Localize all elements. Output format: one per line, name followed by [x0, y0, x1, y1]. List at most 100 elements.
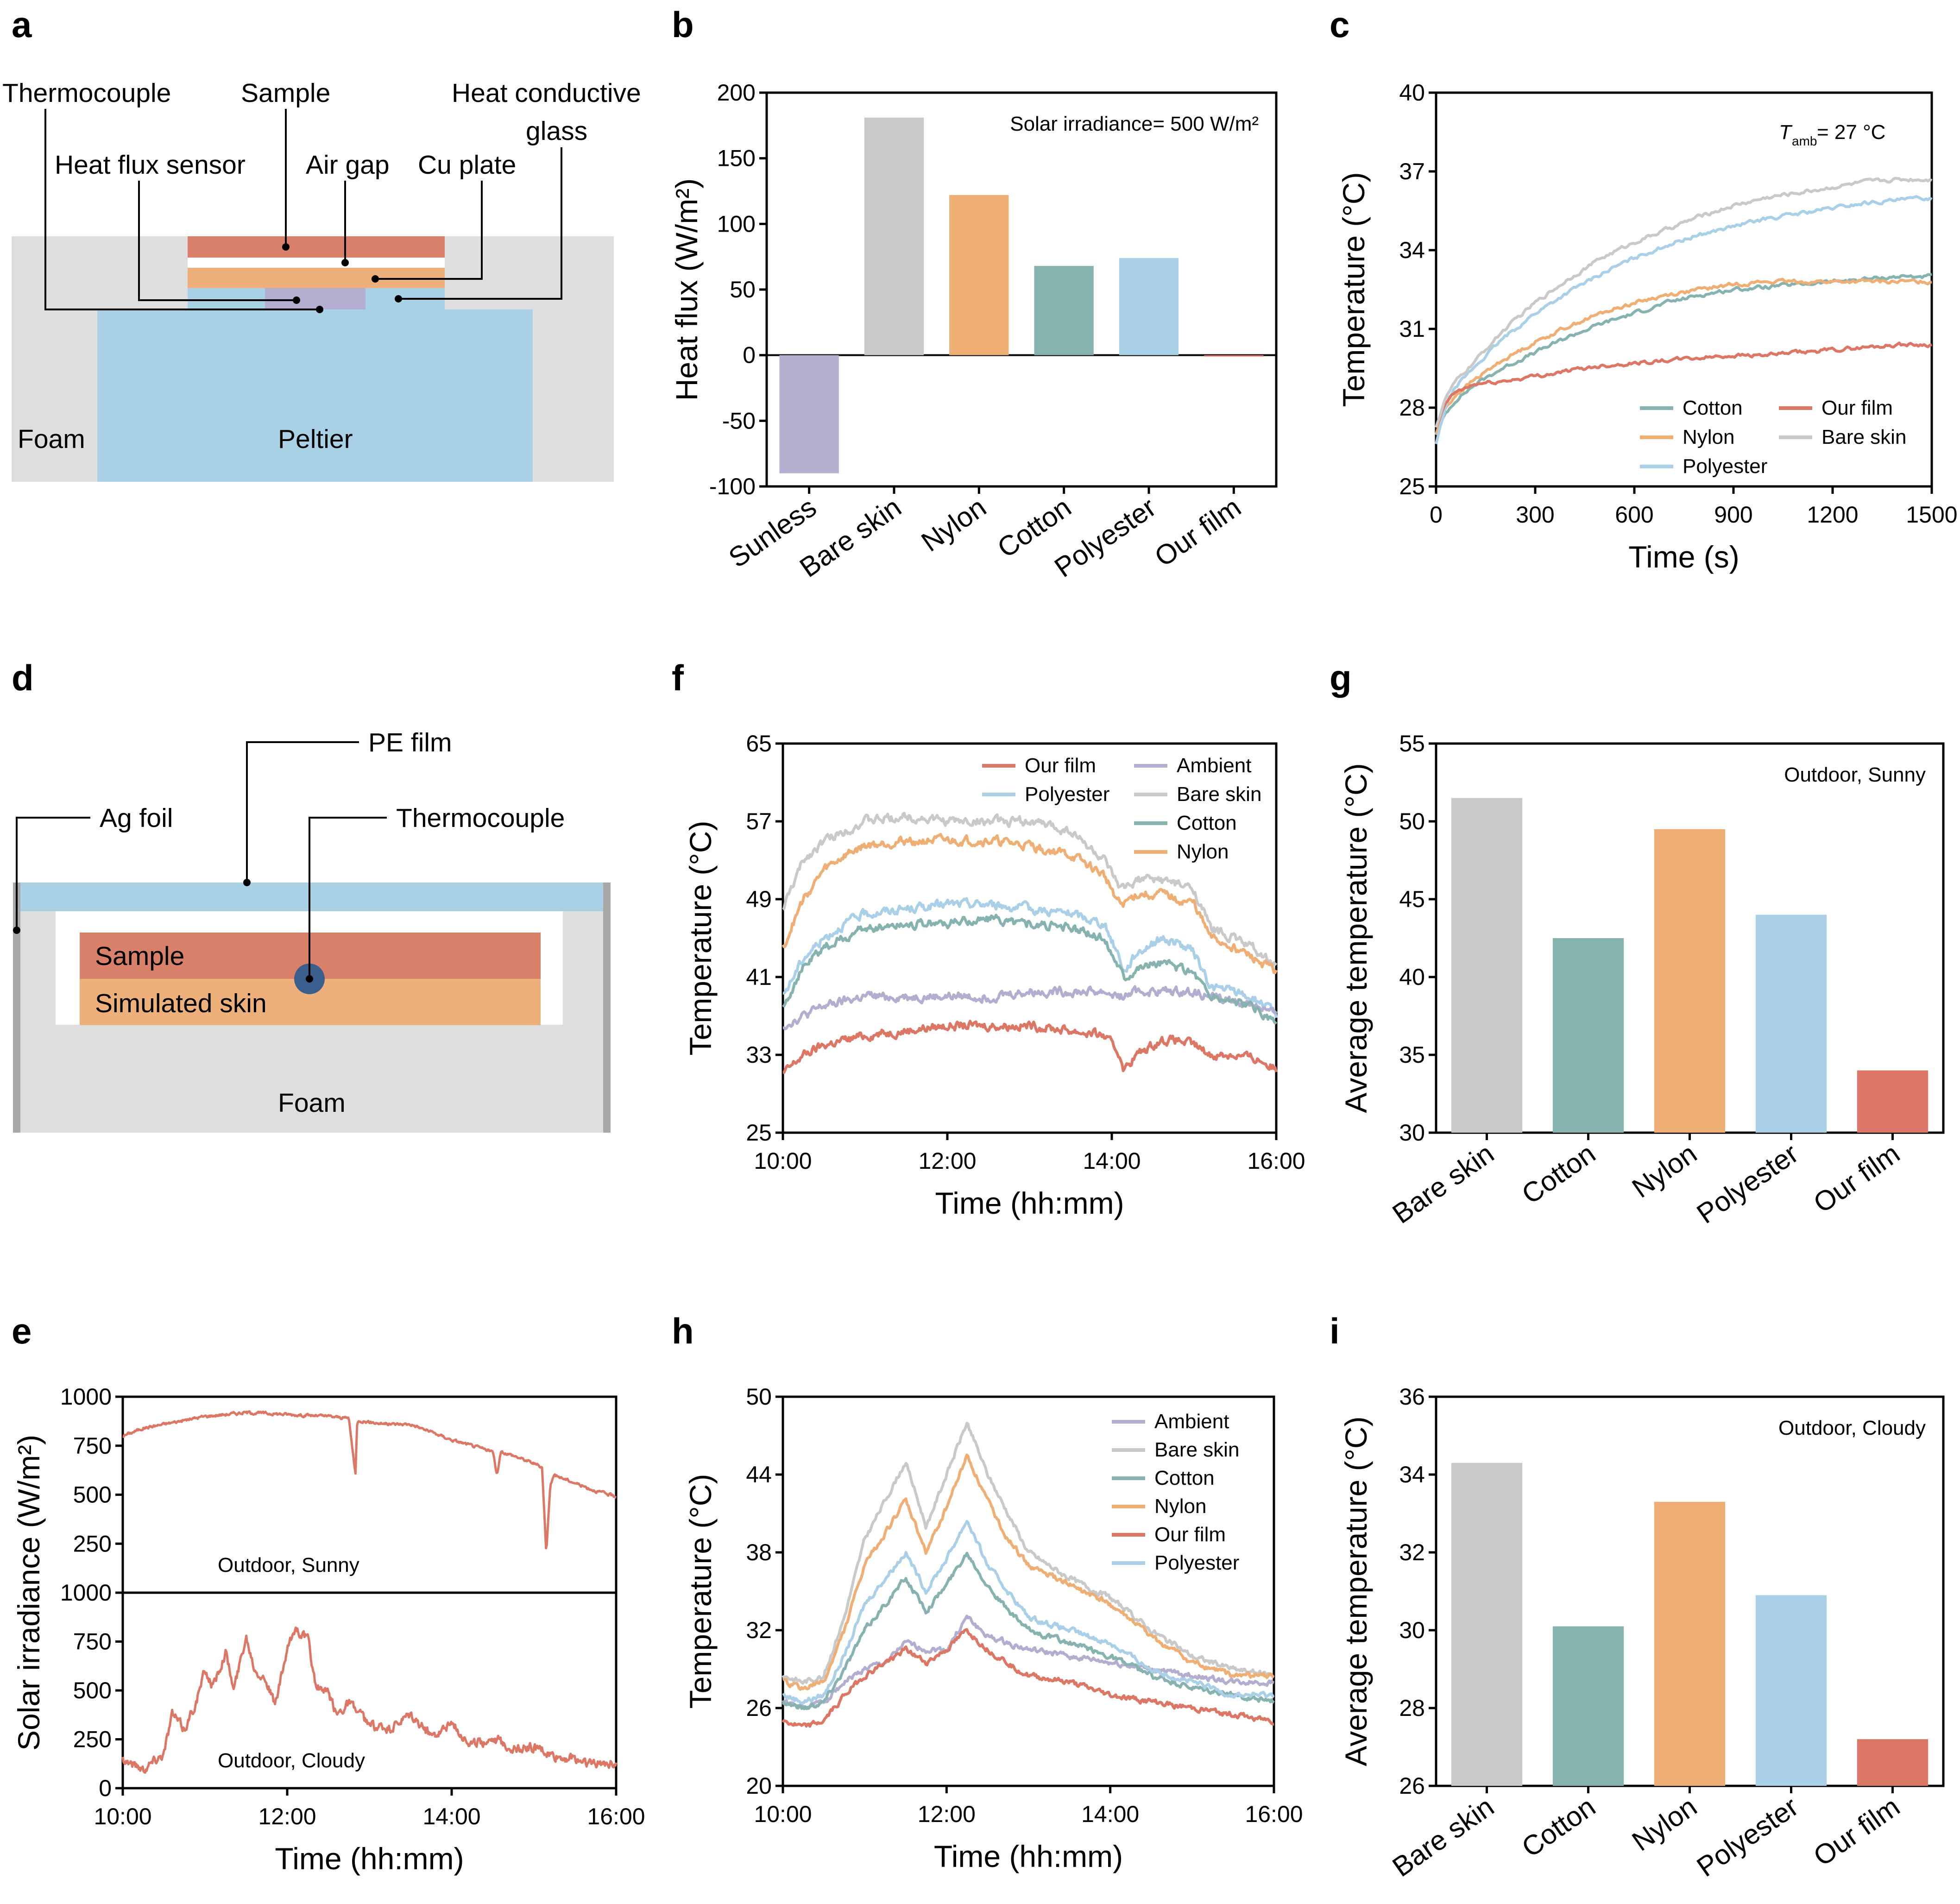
d-label-foam: Foam: [278, 1088, 346, 1118]
a-air-gap: [188, 258, 445, 268]
panel-c-legend-label: Bare skin: [1821, 426, 1906, 448]
panel-b-ylabel: Heat flux (W/m²): [669, 178, 704, 401]
panel-h-legend-label: Bare skin: [1154, 1438, 1239, 1461]
panel-c-xtick-label: 1500: [1906, 502, 1957, 528]
panel-b-plot-frame: [765, 91, 1278, 488]
panel-f-ytick-label: 33: [746, 1042, 772, 1068]
panel-h-series-cotton: [781, 1551, 1275, 1710]
panel-i-ytick-label: 36: [1399, 1384, 1425, 1410]
panel-c-annotation-symbol: T: [1779, 121, 1793, 144]
panel-c-series-nylon: [1435, 277, 1932, 435]
a-sample: [188, 236, 445, 258]
panel-e-ytick-label: 750: [73, 1433, 112, 1459]
panel-c-legend-label: Polyester: [1683, 455, 1767, 478]
a-label-foam: Foam: [18, 424, 85, 454]
panel-h-xtick-label: 14:00: [1081, 1801, 1139, 1827]
d-leader-dots: [13, 879, 313, 983]
panel-f-xtick-label: 14:00: [1083, 1148, 1141, 1174]
panel-label-g: g: [1330, 657, 1352, 698]
panel-h-cloudy-temperature-chart: 20 26 32 38 44 50 Temperature (°C) 10:00 12:00 14…: [683, 1384, 1303, 1873]
panel-b-bar-cotton: [1034, 266, 1094, 355]
a-leader-dots: [282, 243, 402, 313]
panel-c-xtick-label: 1200: [1807, 502, 1858, 528]
panel-i-bar-bare-skin: [1451, 1463, 1523, 1786]
d-pe-film: [20, 883, 603, 911]
panel-c-xtick-label: 0: [1430, 502, 1443, 528]
panel-label-d: d: [12, 657, 34, 698]
panel-h-series-our-film: [781, 1628, 1274, 1728]
panel-f-ytick-label: 57: [746, 808, 772, 834]
panel-e-ytick-label: 0: [99, 1775, 112, 1801]
d-label-simulated-skin: Simulated skin: [95, 989, 267, 1018]
panel-g-ytick-label: 35: [1399, 1042, 1425, 1068]
panel-g-xtick-label: Bare skin: [1387, 1138, 1500, 1229]
panel-g-bar-our-film: [1857, 1070, 1928, 1133]
panel-c-legend-label: Cotton: [1683, 397, 1743, 419]
panel-c-series-cotton: [1435, 272, 1932, 435]
panel-e-subplot-frame: [121, 1395, 618, 1594]
panel-e-xtick-label: 16:00: [587, 1803, 645, 1829]
panel-b-bar-sunless: [779, 355, 839, 473]
panel-g-ylabel: Average temperature (°C): [1339, 763, 1373, 1113]
panel-c-legend-label: Our film: [1821, 397, 1893, 419]
panel-c-ytick-label: 31: [1399, 316, 1425, 342]
panel-c-xtick-label: 600: [1615, 502, 1653, 528]
panel-i-bar-nylon: [1654, 1501, 1726, 1786]
a-label-thermocouple: Thermocouple: [2, 78, 171, 108]
panel-i-xtick-label: Bare skin: [1387, 1791, 1500, 1883]
panel-f-ytick-label: 49: [746, 886, 772, 912]
panel-b-bar-polyester: [1119, 258, 1179, 355]
panel-h-ytick-label: 32: [746, 1617, 772, 1643]
panel-b-ytick-label: -100: [709, 473, 756, 499]
panel-c-plot-frame: [1435, 91, 1933, 488]
panel-f-series-polyester: [782, 897, 1278, 1018]
panel-h-ytick-label: 44: [746, 1462, 772, 1488]
panel-f-sunny-temperature-chart: 25 33 41 49 57 65 Temperature (°C) 10:00 12:00 14…: [683, 731, 1305, 1220]
panel-c-series-polyester: [1435, 195, 1933, 445]
panel-f-xlabel: Time (hh:mm): [935, 1186, 1124, 1220]
panel-h-legend-label: Ambient: [1154, 1410, 1229, 1433]
panel-f-ytick-label: 41: [746, 964, 772, 990]
panel-g-bar-cotton: [1552, 938, 1624, 1133]
panel-h-series-polyester: [782, 1519, 1275, 1705]
a-label-heat-flux-sensor: Heat flux sensor: [55, 150, 246, 180]
panel-h-legend-label: Our film: [1154, 1523, 1226, 1546]
panel-e-ytick-label: 500: [73, 1677, 112, 1703]
panel-c-ytick-label: 25: [1399, 473, 1425, 499]
panel-h-plot-frame: [781, 1395, 1275, 1787]
panel-f-legend-label: Ambient: [1177, 754, 1251, 777]
panel-c-ytick-label: 34: [1399, 237, 1425, 263]
panel-f-xtick-label: 16:00: [1247, 1148, 1305, 1174]
panel-h-series-ambient: [781, 1614, 1274, 1710]
d-ag-foil-right: [603, 883, 611, 1133]
panel-b-ytick-label: 150: [717, 145, 756, 171]
panel-i-bar-our-film: [1857, 1739, 1928, 1786]
panel-e-ylabel: Solar irradiance (W/m²): [12, 1435, 46, 1751]
panel-c-annotation-value: = 27 °C: [1817, 121, 1885, 144]
panel-f-legend-label: Bare skin: [1177, 783, 1261, 806]
d-label-ag-foil: Ag foil: [100, 803, 173, 833]
panel-c-ylabel: Temperature (°C): [1336, 172, 1371, 407]
panel-h-xtick-label: 10:00: [754, 1801, 812, 1827]
panel-b-ytick-label: 0: [743, 342, 756, 368]
panel-h-ytick-label: 20: [746, 1773, 772, 1799]
panel-c-legend-label: Nylon: [1683, 426, 1735, 448]
panel-e-ytick-label: 1000: [60, 1580, 112, 1606]
panel-f-plot-frame: [781, 742, 1278, 1134]
panel-i-cloudy-average-bar-chart: 26 28 30 32 34 36 Average temperature (°C) Bare…: [1339, 1384, 1945, 1883]
panel-f-series-bare-skin: [782, 812, 1278, 967]
panel-i-xtick-label: Nylon: [1626, 1791, 1702, 1857]
panel-i-xtick-label: Polyester: [1691, 1791, 1804, 1883]
panel-h-xlabel: Time (hh:mm): [934, 1839, 1123, 1873]
panel-e-ytick-label: 1000: [60, 1384, 112, 1410]
panel-f-legend-label: Our film: [1025, 754, 1096, 777]
panel-h-ytick-label: 26: [746, 1695, 772, 1721]
panel-h-series-nylon: [782, 1453, 1275, 1691]
panel-f-legend-label: Polyester: [1025, 783, 1109, 806]
panel-i-bar-polyester: [1755, 1595, 1827, 1786]
panel-label-a: a: [12, 4, 32, 45]
panel-i-bar-cotton: [1552, 1626, 1624, 1786]
panel-e-ytick-label: 750: [73, 1629, 112, 1655]
panel-e-subplot-frame: [121, 1591, 618, 1790]
